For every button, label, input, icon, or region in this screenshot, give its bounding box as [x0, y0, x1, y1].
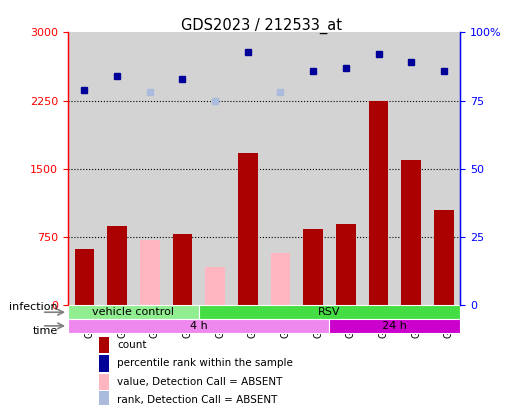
Text: GDS2023 / 212533_at: GDS2023 / 212533_at — [181, 18, 342, 34]
Text: time: time — [32, 326, 58, 336]
Bar — [369, 101, 388, 305]
Bar — [206, 267, 225, 305]
Bar — [238, 153, 257, 305]
Bar — [271, 253, 290, 305]
Bar — [68, 305, 199, 319]
Bar — [199, 305, 460, 319]
Bar — [303, 229, 323, 305]
Bar — [99, 355, 109, 372]
Bar — [402, 160, 421, 305]
Text: 4 h: 4 h — [190, 321, 208, 331]
Bar — [99, 374, 109, 390]
Text: 24 h: 24 h — [382, 321, 407, 331]
Text: value, Detection Call = ABSENT: value, Detection Call = ABSENT — [117, 377, 282, 387]
Text: infection: infection — [9, 302, 58, 312]
Text: RSV: RSV — [318, 307, 341, 317]
Bar — [68, 319, 329, 333]
Bar — [336, 224, 356, 305]
Text: vehicle control: vehicle control — [93, 307, 174, 317]
Text: percentile rank within the sample: percentile rank within the sample — [117, 358, 293, 369]
Bar — [140, 240, 160, 305]
Bar — [434, 210, 453, 305]
Bar — [329, 319, 460, 333]
Text: count: count — [117, 340, 146, 350]
Bar — [173, 234, 192, 305]
Bar — [74, 249, 94, 305]
Bar — [107, 226, 127, 305]
Text: rank, Detection Call = ABSENT: rank, Detection Call = ABSENT — [117, 394, 277, 405]
Bar — [99, 391, 109, 405]
Bar — [99, 337, 109, 353]
